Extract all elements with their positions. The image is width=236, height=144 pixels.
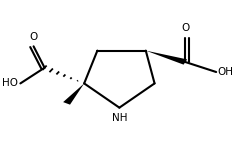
- Text: O: O: [181, 23, 190, 34]
- Text: HO: HO: [2, 78, 18, 88]
- Polygon shape: [146, 51, 187, 65]
- Text: OH: OH: [217, 67, 233, 77]
- Polygon shape: [63, 83, 84, 105]
- Text: O: O: [30, 32, 38, 42]
- Text: NH: NH: [112, 113, 127, 123]
